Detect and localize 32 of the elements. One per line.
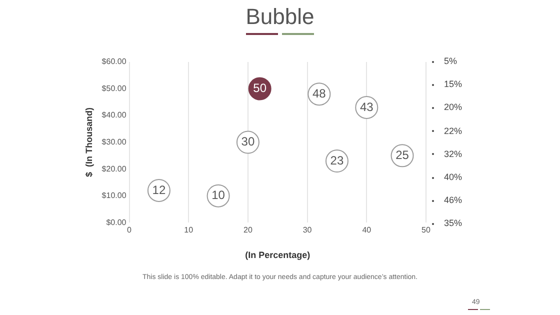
text: 22%	[444, 126, 462, 136]
data-label: 30	[241, 134, 255, 149]
x-tick-label: 20	[244, 226, 253, 235]
x-axis-title: (In Percentage)	[245, 250, 310, 260]
y-tick-label: $30.00	[102, 138, 127, 147]
data-label: 43	[360, 100, 374, 114]
y-tick-label: $20.00	[102, 164, 127, 174]
text: 5%	[444, 56, 458, 66]
x-tick-label: 50	[422, 226, 431, 235]
y-axis-title: $ (In Thousand)	[84, 108, 94, 178]
text: 46%	[444, 195, 462, 206]
data-label: 10	[212, 188, 226, 202]
y-tick-label: $60.00	[102, 57, 127, 66]
y-tick-label: $50.00	[102, 84, 127, 93]
x-tick-label: 10	[184, 226, 194, 235]
y-tick-label: $0.00	[106, 218, 127, 227]
data-label: 23	[330, 153, 344, 168]
x-tick-label: 30	[302, 226, 312, 235]
data-label: 50	[253, 81, 267, 96]
data-label: 48	[312, 86, 326, 100]
y-tick-label: $10.00	[102, 191, 127, 200]
text: 32%	[444, 148, 462, 159]
y-tick-label: $40.00	[102, 110, 127, 120]
data-label: 25	[396, 148, 410, 162]
text: 35%	[444, 218, 462, 228]
x-tick-label: 0	[127, 226, 132, 235]
x-tick-label: 40	[362, 226, 372, 235]
data-label: 12	[152, 182, 166, 197]
chart-title: Bubble	[244, 4, 316, 30]
text: 15%	[444, 79, 462, 90]
text: 20%	[444, 102, 462, 112]
text: 40%	[444, 172, 462, 182]
